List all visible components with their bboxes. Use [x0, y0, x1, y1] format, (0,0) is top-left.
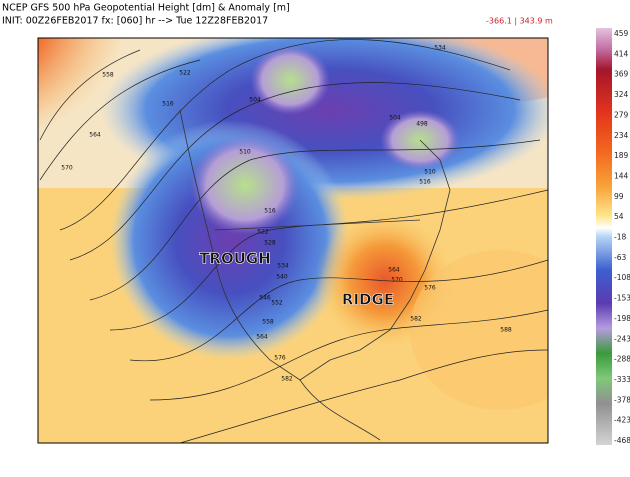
contour-label: 564: [388, 267, 400, 274]
colorbar-label: -63: [614, 253, 626, 262]
contour-label: 504: [389, 115, 401, 122]
colorbar-label: 414: [614, 49, 629, 58]
contour-label: 516: [419, 179, 431, 186]
contour-label: 516: [162, 101, 174, 108]
colorbar-label: -378: [614, 395, 630, 404]
contour-label: 564: [89, 132, 101, 139]
colorbar-label: 54: [614, 212, 624, 221]
colorbar-label: -468: [614, 436, 630, 445]
colorbar-label: -153: [614, 294, 630, 303]
contour-label: 576: [274, 355, 286, 362]
colorbar-label: 279: [614, 110, 629, 119]
contour-label: 582: [410, 316, 422, 323]
header-title: NCEP GFS 500 hPa Geopotential Height [dm…: [2, 3, 290, 14]
colorbar-label: -243: [614, 334, 630, 343]
contour-label: 576: [424, 285, 436, 292]
contour-label: 570: [391, 277, 403, 284]
contour-label: 534: [434, 45, 446, 52]
contour-label: 504: [249, 97, 261, 104]
contour-label: 588: [500, 327, 512, 334]
header-range: -366.1 | 343.9 m: [486, 17, 553, 26]
colorbar-label: -198: [614, 314, 630, 323]
colorbar-label: 369: [614, 70, 629, 79]
colorbar-label: 99: [614, 192, 624, 201]
contour-label: 498: [416, 121, 428, 128]
contour-label: 510: [424, 169, 436, 176]
colorbar-label: 459: [614, 29, 629, 38]
contour-label: 522: [179, 70, 191, 77]
contour-label: 510: [239, 149, 251, 156]
colorbar-label: -18: [614, 233, 626, 242]
colorbar-label: 189: [614, 151, 629, 160]
header-init: INIT: 00Z26FEB2017 fx: [060] hr --> Tue …: [2, 16, 268, 27]
contour-label: 570: [61, 165, 73, 172]
colorbar-label: -423: [614, 416, 630, 425]
contour-label: 558: [102, 72, 114, 79]
colorbar-label: 234: [614, 131, 629, 140]
colorbar-label: 324: [614, 90, 629, 99]
contour-label: 540: [276, 274, 288, 281]
colorbar-label: -108: [614, 273, 630, 282]
contour-label: 558: [262, 319, 274, 326]
contour-label: 582: [281, 376, 293, 383]
contour-label: 564: [256, 334, 268, 341]
contour-label: 528: [264, 240, 276, 247]
contour-label: 534: [277, 263, 289, 270]
contour-label: 516: [264, 208, 276, 215]
map: [38, 38, 548, 443]
contour-label: 522: [257, 229, 269, 236]
colorbar-label: -288: [614, 355, 630, 364]
colorbar-label: 144: [614, 171, 629, 180]
contour-label: 546: [259, 295, 271, 302]
contour-label: 552: [271, 300, 283, 307]
colorbar-label: -333: [614, 375, 630, 384]
ridge-label: RIDGE: [342, 291, 394, 309]
map-frame: [37, 37, 549, 444]
trough-label: TROUGH: [199, 250, 271, 268]
colorbar: [596, 28, 612, 445]
